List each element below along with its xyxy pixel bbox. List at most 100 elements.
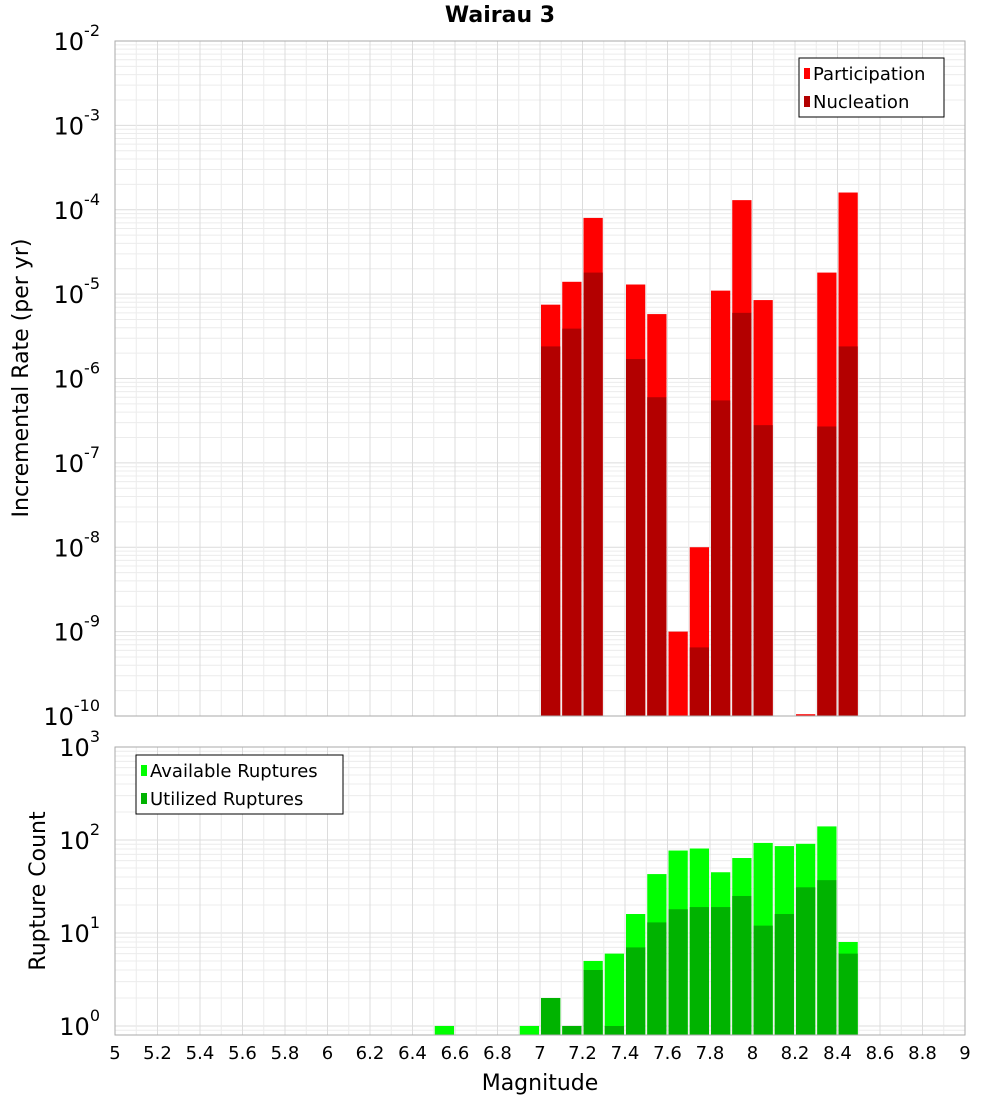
legend: Participation Nucleation: [798, 57, 945, 118]
bar: [753, 425, 773, 716]
x-tick-label: 6: [322, 1043, 333, 1064]
plot-frame: [114, 40, 966, 717]
x-tick-label: 5.8: [271, 1043, 300, 1064]
legend-box: [798, 57, 945, 118]
y-tick-label: 10-10: [43, 696, 100, 731]
x-axis-label: Magnitude: [482, 1071, 599, 1096]
x-tick-label: 6.8: [483, 1043, 512, 1064]
legend-swatch: [804, 68, 810, 79]
bar: [562, 1025, 582, 1035]
x-tick-label: 6.4: [398, 1043, 427, 1064]
y-tick-label: 100: [59, 1006, 100, 1041]
legend-label: Nucleation: [813, 92, 909, 113]
bar: [541, 997, 561, 1035]
bar: [626, 947, 646, 1035]
x-tick-label: 9: [959, 1043, 970, 1064]
y-tick-exponent: -8: [84, 527, 100, 546]
bar: [541, 346, 561, 716]
plot-frame: [114, 746, 966, 1036]
x-tick-label: 8.4: [823, 1043, 852, 1064]
bar: [668, 631, 688, 716]
y-tick-label: 10-9: [54, 612, 101, 647]
bar: [647, 397, 667, 716]
y-axis-label: Incremental Rate (per yr): [9, 239, 34, 518]
y-axis-label: Rupture Count: [26, 811, 51, 971]
y-tick-exponent: -2: [84, 21, 100, 40]
y-tick-label: 10-2: [54, 21, 101, 56]
bar: [732, 312, 752, 716]
legend-box: [135, 754, 344, 815]
bar: [583, 969, 603, 1035]
legend-swatch: [804, 96, 810, 107]
bar: [583, 272, 603, 716]
y-tick-label: 10-5: [54, 274, 101, 309]
bar: [711, 907, 731, 1035]
bar: [838, 953, 858, 1035]
y-tick-exponent: 0: [90, 1006, 100, 1025]
x-axis: 5 5.2 5.4 5.6 5.8 6 6.2 6.4 6.6 6.8 7 7.2 7.4 7.6 7.8 8…: [109, 1043, 970, 1096]
x-tick-label: 5.4: [186, 1043, 215, 1064]
chart-title: Wairau 3: [445, 3, 555, 28]
y-tick-label: 101: [59, 913, 100, 948]
x-tick-label: 5: [109, 1043, 120, 1064]
y-tick-label: 10-3: [54, 105, 101, 140]
grid-lines: [114, 41, 966, 717]
x-tick-label: 6.2: [356, 1043, 385, 1064]
bar: [519, 1025, 539, 1035]
x-tick-label: 7.8: [696, 1043, 725, 1064]
bar: [434, 1025, 454, 1035]
bar: [796, 714, 816, 716]
bar: [711, 400, 731, 716]
x-tick-label: 8.2: [781, 1043, 810, 1064]
bar: [817, 426, 837, 716]
bar: [562, 328, 582, 716]
legend-swatch: [141, 765, 147, 776]
bar: [732, 895, 752, 1035]
y-tick-exponent: -9: [84, 612, 100, 631]
x-tick-label: 7: [534, 1043, 545, 1064]
y-tick-exponent: -4: [84, 190, 100, 209]
y-tick-exponent: 1: [90, 913, 100, 932]
rate-panel: 10-2 10-3 10-4 10-5 10-6 10-7 10-8 10-9 10-10 Inc…: [9, 21, 966, 731]
y-tick-label: 103: [59, 727, 100, 762]
x-tick-label: 8.8: [908, 1043, 937, 1064]
x-tick-label: 5.6: [228, 1043, 257, 1064]
legend-label: Available Ruptures: [150, 761, 318, 782]
y-tick-label: 102: [59, 820, 100, 855]
y-tick-exponent: -10: [74, 696, 100, 715]
legend: Available Ruptures Utilized Ruptures: [135, 754, 344, 815]
bar: [796, 887, 816, 1035]
bar: [604, 953, 624, 1035]
x-tick-label: 8.6: [866, 1043, 895, 1064]
x-tick-label: 8: [747, 1043, 758, 1064]
bar: [774, 914, 794, 1035]
bar: [753, 925, 773, 1035]
x-tick-label: 5.2: [143, 1043, 172, 1064]
bar: [604, 1025, 624, 1035]
bar: [817, 880, 837, 1035]
legend-label: Utilized Ruptures: [150, 789, 303, 810]
bar: [668, 909, 688, 1035]
y-tick-exponent: -6: [84, 359, 100, 378]
bar: [626, 359, 646, 716]
legend-label: Participation: [813, 64, 925, 85]
series-secondary: [541, 880, 858, 1035]
y-tick-exponent: -7: [84, 443, 100, 462]
y-tick-exponent: 3: [90, 727, 100, 746]
series-secondary: [541, 272, 858, 716]
y-tick-exponent: -5: [84, 274, 100, 293]
bar: [647, 922, 667, 1035]
y-tick-exponent: -3: [84, 105, 100, 124]
y-tick-label: 10-4: [54, 190, 101, 225]
bar: [689, 907, 709, 1035]
y-tick-label: 10-6: [54, 359, 101, 394]
x-tick-label: 7.6: [653, 1043, 682, 1064]
bar: [689, 647, 709, 716]
x-tick-label: 7.2: [568, 1043, 597, 1064]
x-tick-label: 6.6: [441, 1043, 470, 1064]
y-tick-label: 10-8: [54, 527, 101, 562]
y-tick-label: 10-7: [54, 443, 101, 478]
